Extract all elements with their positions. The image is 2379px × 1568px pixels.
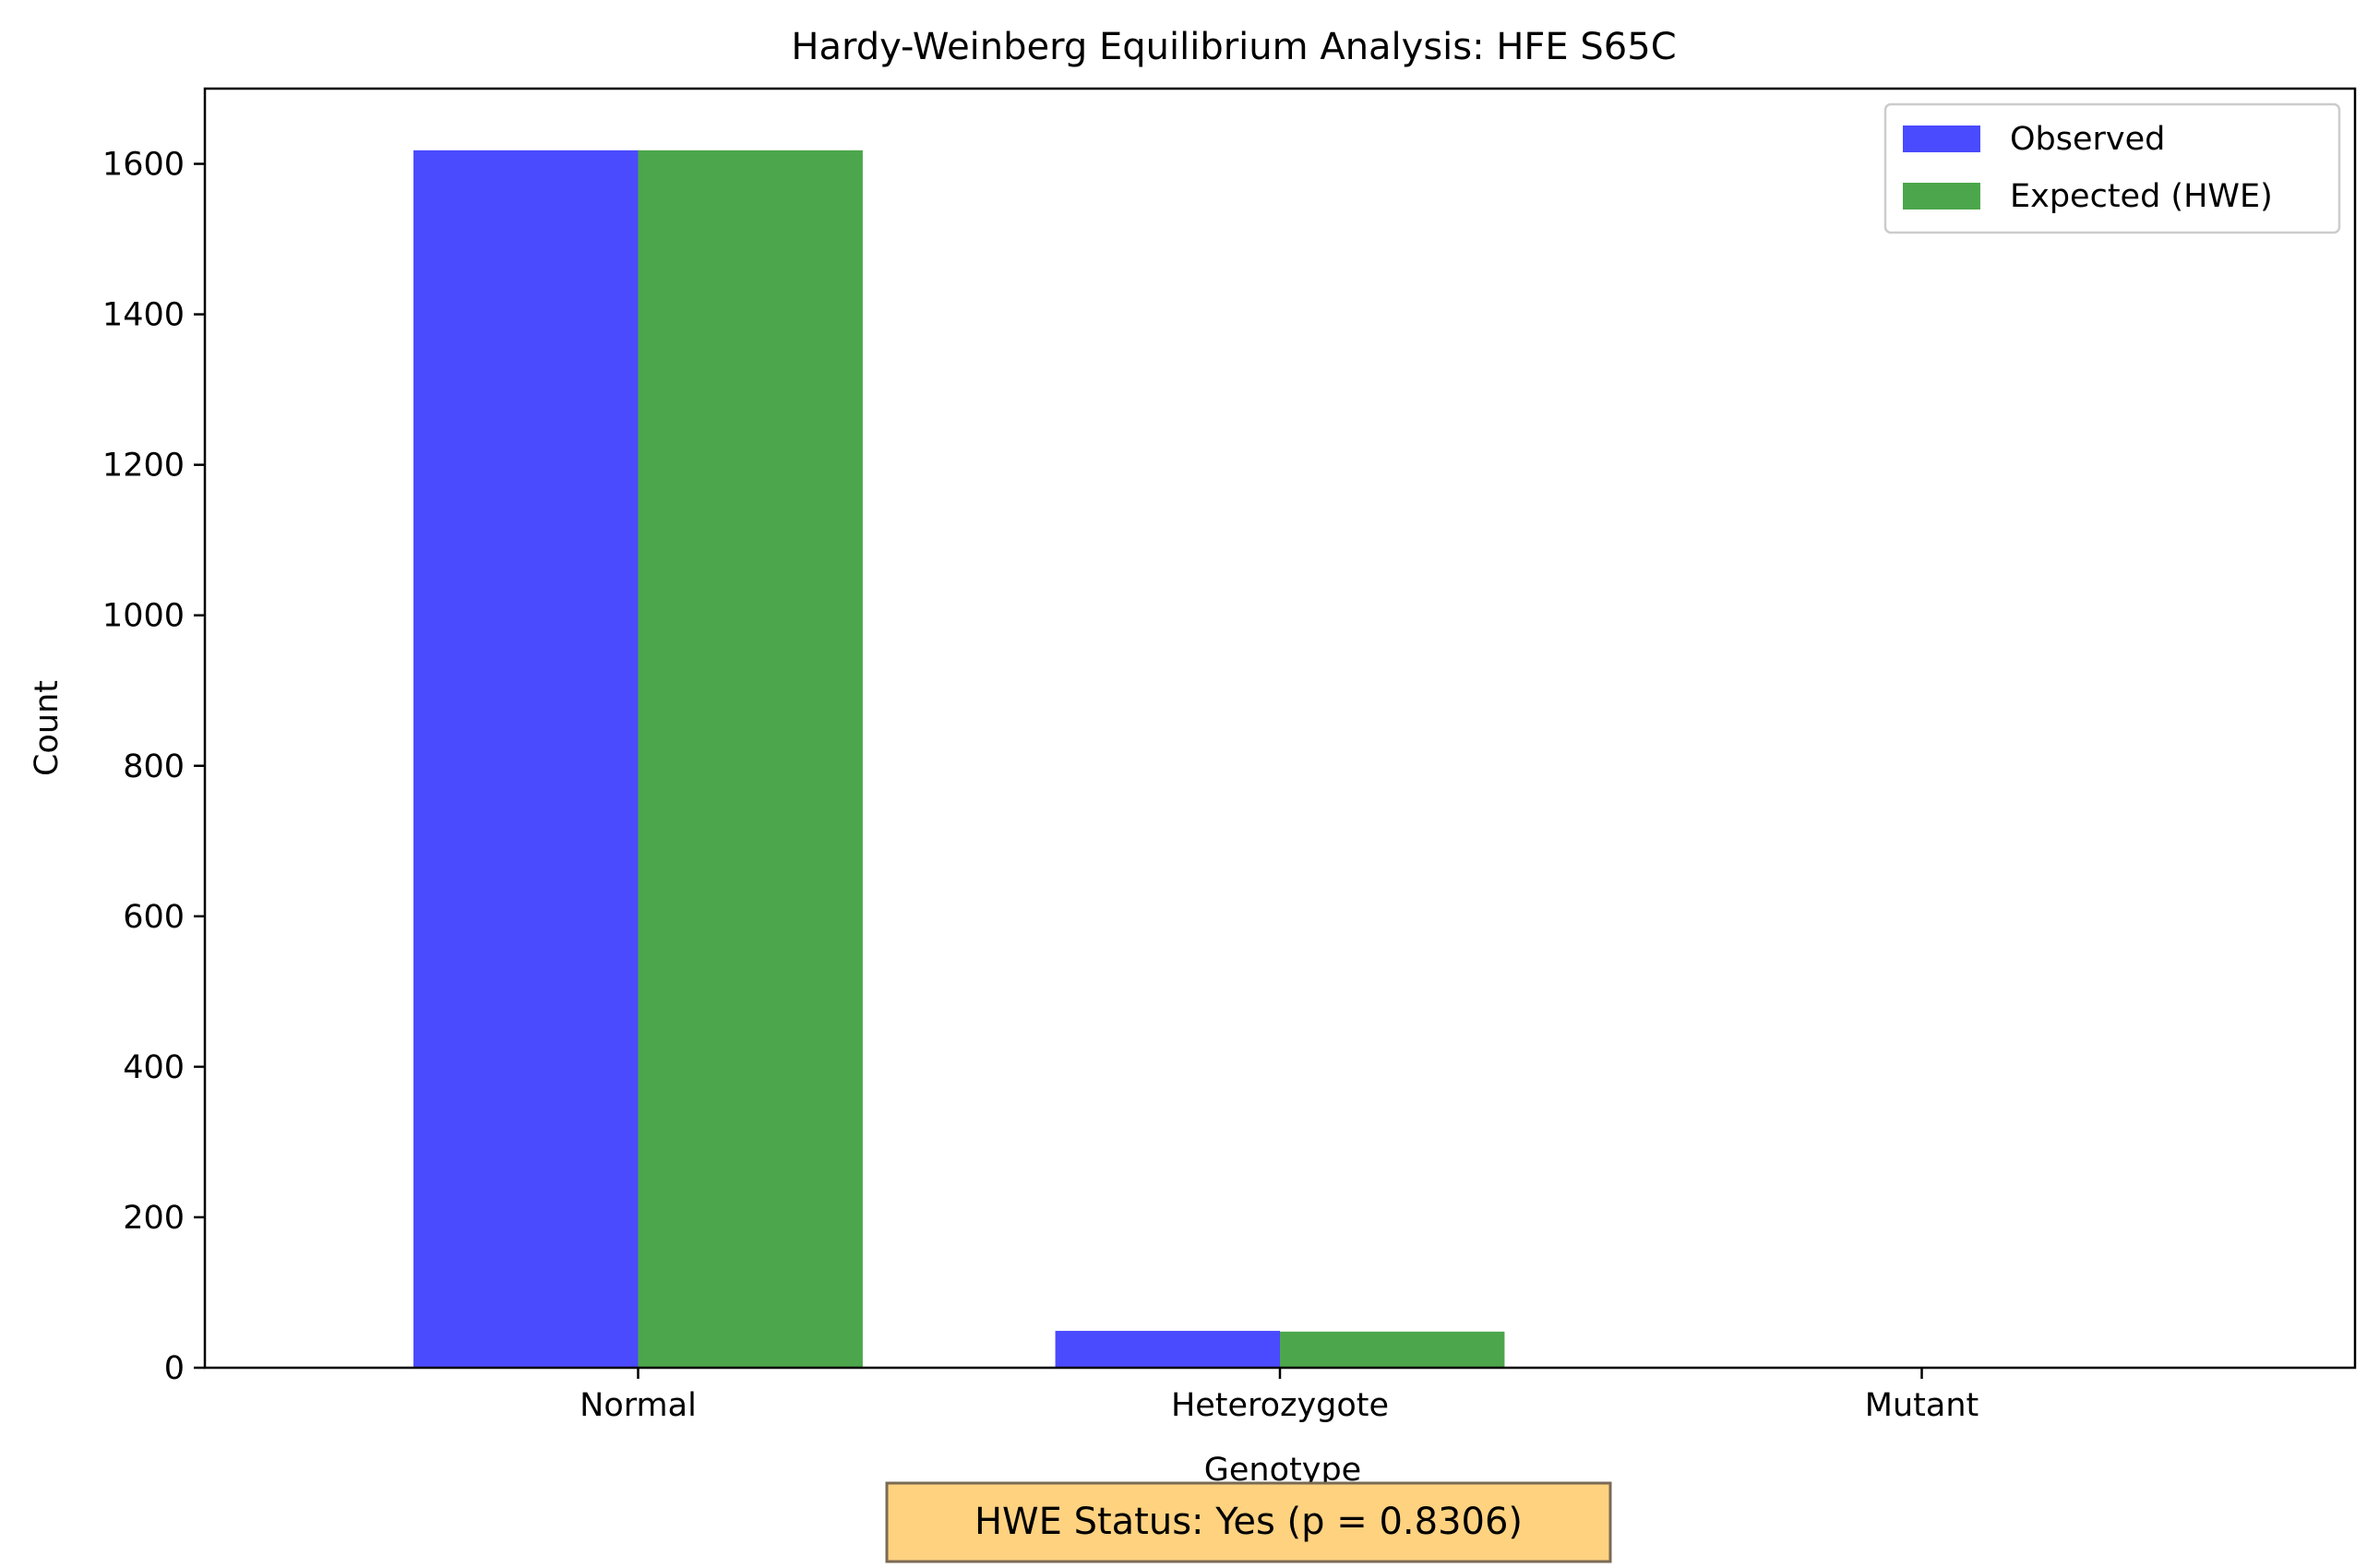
legend-swatch-observed [1903, 126, 1980, 152]
y-tick-label: 600 [123, 899, 185, 936]
x-tick-label-heterozygote: Heterozygote [1171, 1387, 1389, 1424]
annotation-box [885, 1481, 1612, 1563]
bars-group [413, 150, 2146, 1368]
y-tick-label: 0 [164, 1350, 185, 1387]
y-tick-label: 200 [123, 1200, 185, 1237]
chart-title: Hardy-Weinberg Equilibrium Analysis: HFE… [791, 26, 1676, 68]
y-axis-label: Count [29, 680, 66, 776]
legend-swatch-expected [1903, 183, 1980, 209]
legend-label-expected: Expected (HWE) [2010, 178, 2273, 215]
y-tick-label: 400 [123, 1049, 185, 1086]
x-tick-label-mutant: Mutant [1865, 1387, 1979, 1424]
y-tick-label: 1600 [102, 147, 185, 184]
bar-expected-normal [638, 150, 863, 1368]
legend: Observed Expected (HWE) [1883, 102, 2341, 234]
y-tick-label: 1400 [102, 297, 185, 334]
bar-expected-heterozygote [1280, 1331, 1505, 1368]
y-axis: 0 200 400 600 800 1000 1200 1400 1600 [102, 147, 205, 1387]
bar-observed-heterozygote [1055, 1331, 1280, 1368]
y-tick-label: 800 [123, 748, 185, 785]
y-tick-label: 1000 [102, 598, 185, 635]
x-tick-label-normal: Normal [580, 1387, 697, 1424]
legend-box [1883, 102, 2341, 234]
bar-observed-normal [413, 150, 639, 1368]
legend-label-observed: Observed [2010, 121, 2165, 158]
plot-frame [203, 87, 2357, 1370]
hwe-status-annotation: HWE Status: Yes (p = 0.8306) [885, 1481, 1612, 1563]
x-axis: Normal Heterozygote Mutant [580, 1368, 1979, 1424]
annotation-text: HWE Status: Yes (p = 0.8306) [974, 1501, 1523, 1543]
y-tick-label: 1200 [102, 448, 185, 485]
